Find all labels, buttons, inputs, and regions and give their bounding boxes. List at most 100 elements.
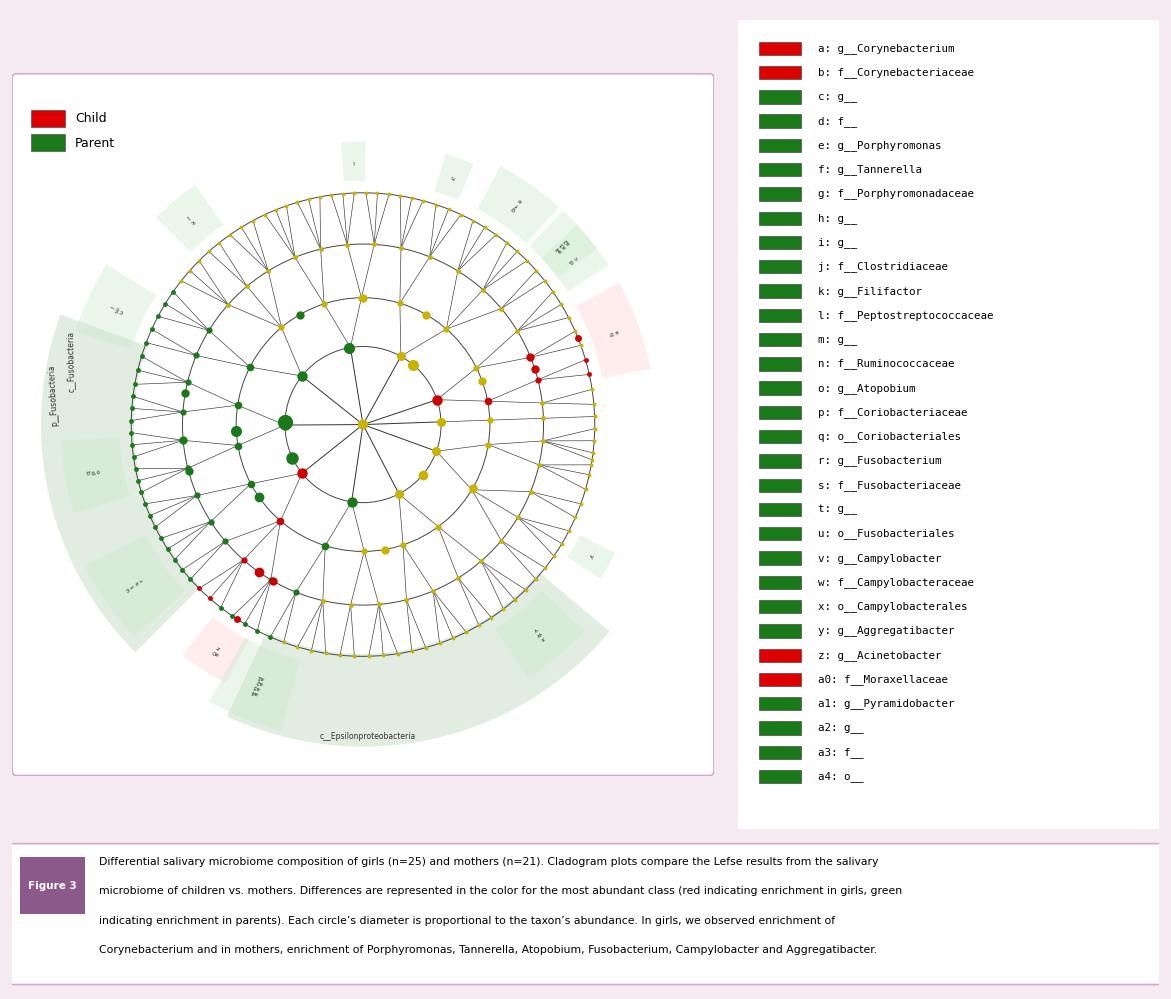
FancyBboxPatch shape	[2, 843, 1169, 985]
Bar	[759, 770, 801, 783]
Bar	[759, 721, 801, 734]
Text: c: g__: c: g__	[817, 92, 857, 102]
Bar	[759, 624, 801, 637]
Wedge shape	[478, 166, 559, 244]
Wedge shape	[434, 154, 473, 200]
Text: k
j: k j	[186, 214, 196, 224]
Bar	[759, 527, 801, 540]
Text: u: o__Fusobacteriales: u: o__Fusobacteriales	[817, 528, 954, 539]
Text: t: g__: t: g__	[817, 504, 857, 514]
Text: a: g__Corynebacterium: a: g__Corynebacterium	[817, 43, 954, 54]
Bar	[759, 333, 801, 347]
Bar	[759, 745, 801, 759]
Text: p: f__Coriobacteriaceae: p: f__Coriobacteriaceae	[817, 407, 967, 418]
Bar	[759, 285, 801, 298]
Text: q
p
o: q p o	[85, 469, 102, 476]
Text: u
t
s
r: u t s r	[125, 576, 145, 591]
Text: Child: Child	[75, 112, 107, 125]
Text: Figure 3: Figure 3	[28, 880, 77, 891]
Text: r: g__Fusobacterium: r: g__Fusobacterium	[817, 456, 941, 467]
Text: p__Fusobacteria: p__Fusobacteria	[47, 365, 60, 427]
Text: h: h	[451, 174, 456, 180]
Text: a4
a3
a2: a4 a3 a2	[554, 237, 571, 253]
Text: s: f__Fusobacteriaceae: s: f__Fusobacteriaceae	[817, 480, 961, 491]
Text: k: g__Filifactor: k: g__Filifactor	[817, 286, 922, 297]
Text: n: f__Ruminococcaceae: n: f__Ruminococcaceae	[817, 359, 954, 370]
Text: i: g__: i: g__	[817, 237, 857, 248]
Bar	[759, 260, 801, 274]
Bar	[32, 110, 66, 127]
Wedge shape	[541, 225, 609, 292]
Wedge shape	[156, 185, 224, 252]
Bar	[759, 502, 801, 516]
Text: m: g__: m: g__	[817, 335, 857, 345]
Text: h: g__: h: g__	[817, 213, 857, 224]
Text: x: o__Campylobacterales: x: o__Campylobacterales	[817, 601, 967, 612]
Text: Parent: Parent	[75, 137, 115, 150]
Wedge shape	[183, 616, 248, 683]
Text: b
a: b a	[610, 329, 621, 337]
Circle shape	[358, 421, 368, 429]
Wedge shape	[529, 211, 597, 278]
Text: y: y	[588, 553, 595, 559]
Bar	[759, 139, 801, 152]
Bar	[759, 66, 801, 79]
Text: microbiome of children vs. mothers. Differences are represented in the color for: microbiome of children vs. mothers. Diff…	[98, 886, 902, 896]
Wedge shape	[84, 535, 185, 637]
Text: d
c: d c	[569, 255, 580, 264]
Text: a4: o__: a4: o__	[817, 771, 863, 782]
Text: d: f__: d: f__	[817, 116, 857, 127]
Wedge shape	[75, 265, 156, 350]
Text: a1: g__Pyramidobacter: a1: g__Pyramidobacter	[817, 698, 954, 709]
Text: a0
z: a0 z	[211, 643, 222, 656]
Text: indicating enrichment in parents). Each circle’s diameter is proportional to the: indicating enrichment in parents). Each …	[98, 915, 835, 926]
Bar	[759, 90, 801, 104]
Text: f: g__Tannerella: f: g__Tannerella	[817, 164, 922, 175]
Bar	[20, 857, 85, 914]
Bar	[759, 212, 801, 225]
Text: c__Fusobacteria: c__Fusobacteria	[66, 331, 75, 392]
Text: c__Epsilonproteobacteria: c__Epsilonproteobacteria	[320, 732, 416, 741]
Wedge shape	[61, 438, 130, 513]
Text: Differential salivary microbiome composition of girls (n=25) and mothers (n=21).: Differential salivary microbiome composi…	[98, 857, 878, 867]
Text: Corynebacterium and in mothers, enrichment of Porphyromonas, Tannerella, Atopobi: Corynebacterium and in mothers, enrichme…	[98, 945, 877, 955]
Text: o: g__Atopobium: o: g__Atopobium	[817, 383, 916, 394]
Bar	[759, 575, 801, 589]
Wedge shape	[210, 638, 300, 731]
Bar	[759, 455, 801, 468]
Bar	[759, 187, 801, 201]
Bar	[759, 648, 801, 662]
Text: a4
a3
a2
a1: a4 a3 a2 a1	[251, 673, 266, 696]
Text: j: f__Clostridiaceae: j: f__Clostridiaceae	[817, 262, 947, 273]
Bar	[759, 358, 801, 371]
Text: n
m
l: n m l	[107, 303, 124, 316]
Bar	[759, 479, 801, 492]
Bar	[759, 672, 801, 686]
Bar	[759, 309, 801, 322]
Text: g: f__Porphyromonadaceae: g: f__Porphyromonadaceae	[817, 189, 974, 200]
Wedge shape	[568, 535, 615, 578]
Text: q: o__Coriobacteriales: q: o__Coriobacteriales	[817, 432, 961, 443]
Text: g
f
e: g f e	[511, 197, 523, 213]
Wedge shape	[576, 283, 650, 378]
Bar	[759, 115, 801, 128]
FancyBboxPatch shape	[733, 12, 1164, 837]
Bar	[759, 163, 801, 177]
Text: a3: f__: a3: f__	[817, 747, 863, 758]
Text: i: i	[352, 159, 355, 164]
Bar	[759, 42, 801, 55]
Wedge shape	[495, 591, 584, 678]
Bar	[759, 236, 801, 249]
Wedge shape	[41, 315, 201, 652]
Bar	[32, 134, 66, 151]
Text: z: g__Acinetobacter: z: g__Acinetobacter	[817, 649, 941, 660]
Text: x
w
v: x w v	[532, 626, 546, 641]
Text: e: g__Porphyromonas: e: g__Porphyromonas	[817, 140, 941, 151]
Bar	[759, 551, 801, 564]
Bar	[759, 382, 801, 395]
Wedge shape	[227, 572, 610, 746]
FancyBboxPatch shape	[12, 74, 714, 775]
Wedge shape	[341, 142, 365, 182]
Bar	[759, 430, 801, 444]
Bar	[759, 600, 801, 613]
